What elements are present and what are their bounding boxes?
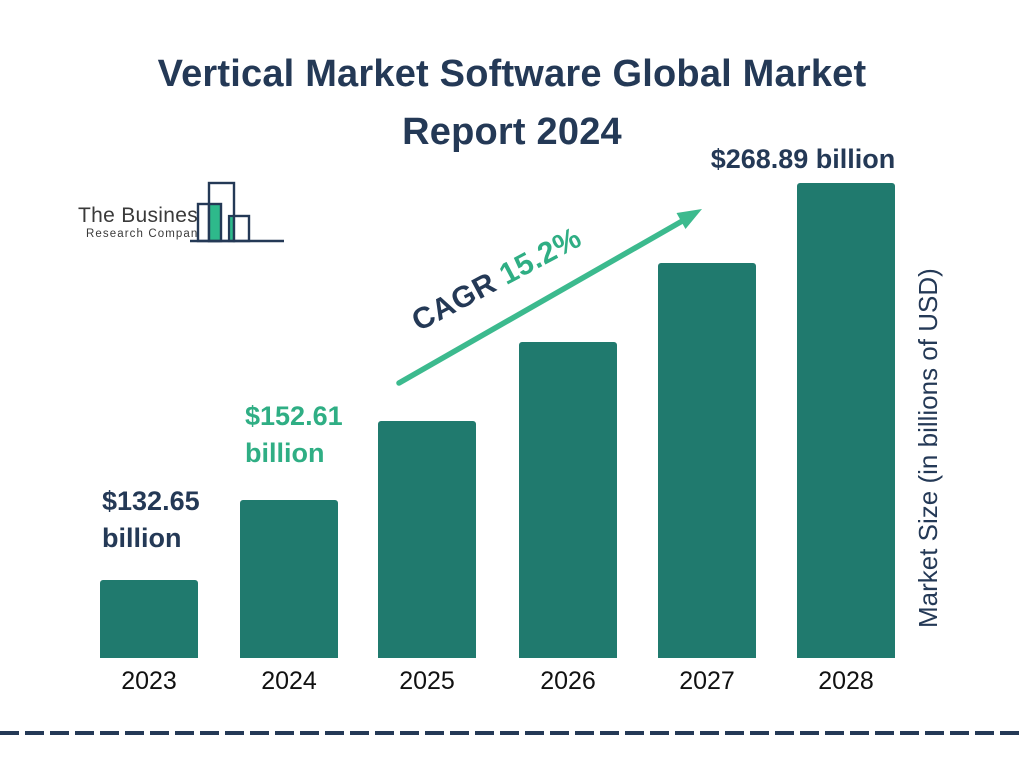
logo-company-subname: Research Company	[86, 228, 206, 240]
x-tick-2028: 2028	[818, 667, 874, 695]
x-tick-2025: 2025	[399, 667, 455, 695]
cagr-value: 15.2%	[494, 221, 587, 292]
bar-2024	[240, 500, 338, 658]
page-title: Vertical Market Software Global Market R…	[0, 45, 1024, 161]
logo-company-name: The Business	[78, 204, 209, 227]
title-line-2: Report 2024	[402, 111, 622, 153]
value-label-2024-line2: billion	[245, 438, 325, 468]
value-label-2024: $152.61 billion	[245, 398, 343, 472]
cagr-label: CAGR	[406, 266, 502, 338]
value-label-2024-line1: $152.61	[245, 401, 343, 431]
value-label-2028: $268.89 billion	[710, 144, 896, 174]
cagr-annotation: CAGR 15.2%	[401, 218, 594, 342]
bar-2026	[519, 342, 617, 658]
x-tick-2024: 2024	[261, 667, 317, 695]
x-tick-2023: 2023	[121, 667, 177, 695]
x-tick-2027: 2027	[679, 667, 735, 695]
title-line-1: Vertical Market Software Global Market	[157, 53, 867, 95]
bottom-dashed-divider	[0, 731, 1024, 735]
value-label-2023: $132.65 billion	[102, 483, 200, 557]
value-label-2023-line2: billion	[102, 523, 182, 553]
bar-2027	[658, 263, 756, 658]
x-tick-2026: 2026	[540, 667, 596, 695]
y-axis-label: Market Size (in billions of USD)	[913, 268, 943, 628]
company-logo: The Business Research Company	[78, 178, 293, 248]
bar-2023	[100, 580, 198, 658]
bar-2025	[378, 421, 476, 658]
bar-2028	[797, 183, 895, 658]
value-label-2023-line1: $132.65	[102, 486, 200, 516]
logo-bars-icon	[190, 181, 284, 243]
